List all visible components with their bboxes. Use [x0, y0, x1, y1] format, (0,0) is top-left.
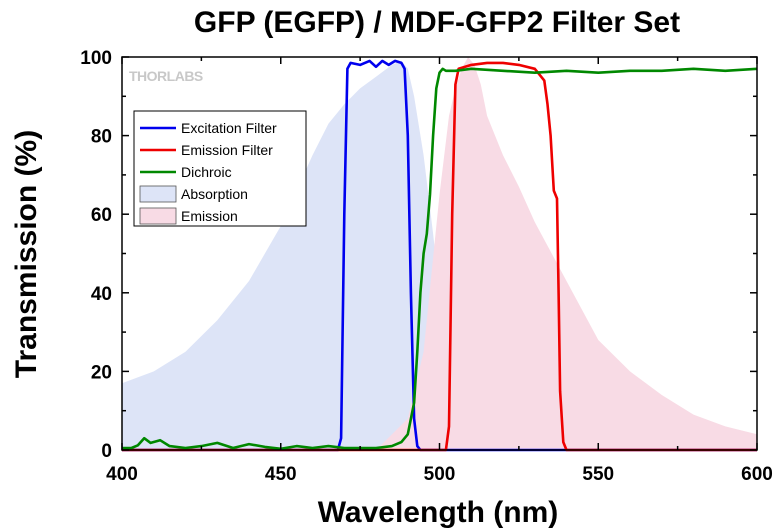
legend-swatch-absorption: [139, 185, 177, 203]
legend-label-emission: Emission: [181, 208, 238, 224]
emission-area: [376, 57, 757, 450]
legend-label-dichroic: Dichroic: [181, 164, 232, 180]
x-tick-label: 450: [265, 464, 297, 485]
y-tick-label: 40: [91, 284, 112, 305]
dichroic-line: [122, 67, 758, 451]
x-tick-label: 400: [106, 464, 138, 485]
thorlabs-watermark: THORLABS: [129, 68, 203, 84]
y-tick-label: 80: [91, 127, 112, 148]
x-axis-label: Wavelength (nm): [318, 496, 559, 529]
x-tick-label: 600: [741, 464, 773, 485]
y-tick-label: 20: [91, 362, 112, 383]
legend: Excitation Filter Emission Filter Dichroic…: [133, 110, 307, 227]
legend-box: [133, 110, 307, 227]
line-layer: [122, 59, 758, 452]
legend-label-absorption: Absorption: [181, 186, 248, 202]
y-tick-label: 60: [91, 205, 112, 226]
x-tick-label: 550: [582, 464, 614, 485]
y-axis-label: Transmission (%): [10, 130, 43, 378]
y-tick-label: 0: [101, 441, 112, 462]
emission-filter-line: [122, 61, 757, 452]
tick-layer: 400 450 500 550 600 0 20 40 60 80 100: [80, 48, 773, 485]
chart-title: GFP (EGFP) / MDF-GFP2 Filter Set: [194, 6, 680, 39]
x-tick-label: 500: [424, 464, 456, 485]
legend-label-emission-filter: Emission Filter: [181, 142, 273, 158]
legend-label-excitation-filter: Excitation Filter: [181, 120, 277, 136]
y-tick-label: 100: [80, 48, 112, 69]
legend-swatch-emission: [139, 207, 177, 225]
